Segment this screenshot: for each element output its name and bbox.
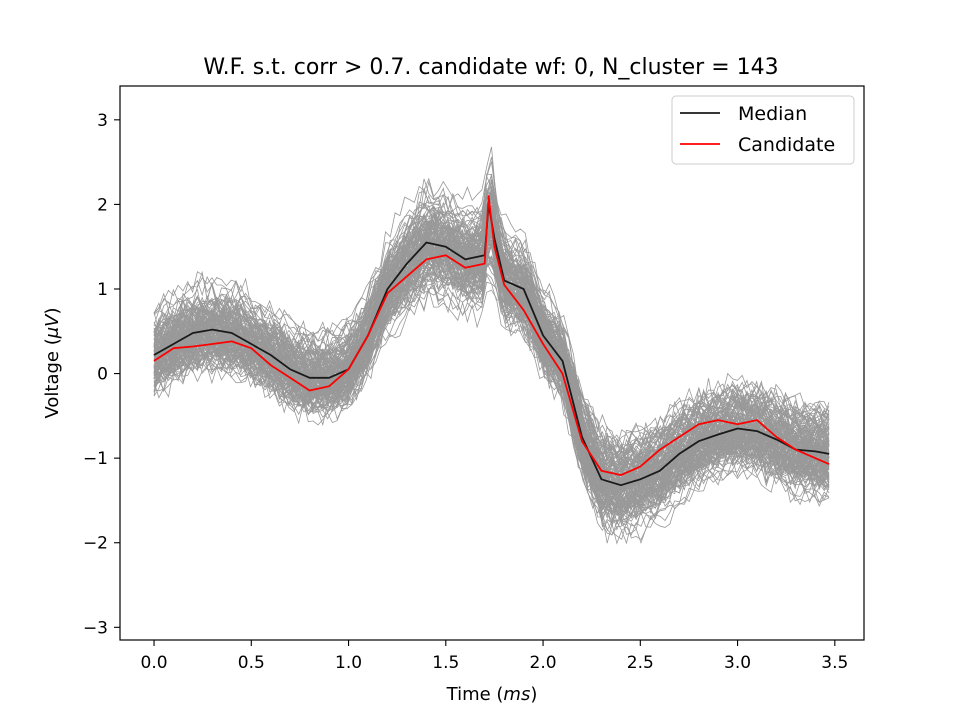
legend-median-label: Median — [738, 103, 807, 125]
chart-title: W.F. s.t. corr > 0.7. candidate wf: 0, N… — [203, 55, 778, 80]
y-tick-label: −1 — [83, 449, 108, 469]
legend: Median Candidate — [671, 95, 855, 165]
y-axis-label: Voltage (μV) — [42, 307, 63, 418]
y-tick-label: 3 — [97, 111, 108, 131]
y-tick-label: 1 — [97, 280, 108, 300]
x-axis-label: Time (ms) — [446, 684, 538, 705]
x-tick-label: 1.5 — [432, 653, 459, 673]
background-waveform — [153, 236, 830, 509]
background-waveform — [153, 255, 830, 518]
plot-frame — [119, 85, 865, 641]
x-tick-label: 2.0 — [530, 653, 557, 673]
background-waveform — [153, 212, 830, 496]
y-tick-label: 2 — [97, 195, 108, 215]
x-axis-ticks: 0.0 0.5 1.0 1.5 2.0 2.5 3.0 3.5 — [141, 640, 848, 673]
x-tick-label: 3.5 — [821, 653, 848, 673]
y-tick-label: −3 — [83, 618, 108, 638]
y-tick-label: −2 — [83, 534, 108, 554]
x-tick-label: 0.5 — [238, 653, 265, 673]
candidate-line — [153, 195, 830, 477]
y-axis-ticks: −3 −2 −1 0 1 2 3 — [83, 111, 120, 638]
background-waveform — [153, 173, 830, 459]
background-waveform — [153, 253, 830, 507]
x-tick-label: 3.0 — [724, 653, 751, 673]
x-tick-label: 1.0 — [335, 653, 362, 673]
x-tick-label: 2.5 — [627, 653, 654, 673]
y-tick-label: 0 — [97, 365, 108, 385]
legend-candidate-label: Candidate — [738, 134, 835, 156]
background-waveform — [153, 185, 830, 454]
background-waveform — [153, 192, 830, 490]
background-waveform — [153, 190, 830, 509]
background-waveform — [153, 181, 830, 478]
background-waveform — [153, 175, 830, 447]
series-lines — [153, 195, 830, 487]
x-tick-label: 0.0 — [141, 653, 168, 673]
